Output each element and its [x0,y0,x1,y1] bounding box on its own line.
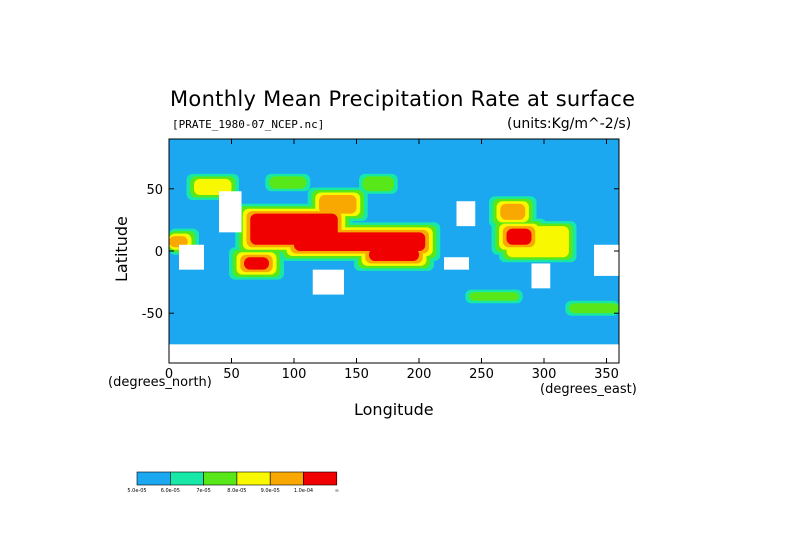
precip-level-2 [469,292,519,301]
no-data-area [312,269,344,295]
colorbar-label: 6.0e-05 [161,488,180,494]
colorbar-swatch [136,471,171,486]
precip-level-2 [269,176,307,189]
y-tick-label: 0 [155,245,163,260]
x-tick-label: 250 [469,367,494,382]
no-data-area [179,244,204,270]
chart-title: Monthly Mean Precipitation Rate at surfa… [170,87,636,111]
colorbar-label: ∞ [335,488,339,494]
no-data-area [456,201,476,227]
x-tick-label: 150 [344,367,369,382]
x-tick-label: 350 [594,367,619,382]
colorbar-swatch [303,471,338,486]
colorbar-label: 7e-05 [196,488,210,494]
x-tick-label: 200 [407,367,432,382]
x-tick-label: 300 [532,367,557,382]
no-data-area [444,257,469,270]
y-tick-label: -50 [142,307,163,322]
x-tick-label: 50 [223,367,240,382]
precip-level-5 [369,248,419,261]
colorbar-label: 8.0e-05 [227,488,246,494]
colorbar-swatch [269,471,304,486]
y-tick-label: 50 [146,183,163,198]
y-axis-units: (degrees_north) [108,375,212,390]
colorbar-swatch [170,471,204,486]
precip-level-5 [244,257,269,270]
colorbar-swatch [203,471,238,486]
colorbar-label: 9.0e-05 [261,488,280,494]
x-tick-label: 100 [282,367,307,382]
x-axis-units: (degrees_east) [540,382,637,397]
precip-level-4 [319,195,357,214]
colorbar-label: 5.0e-05 [127,488,146,494]
no-data-area [531,263,551,289]
precip-level-3 [194,178,232,195]
x-axis-label: Longitude [354,400,434,419]
colorbar-label: 1.0e-04 [294,488,313,494]
precip-level-5 [506,228,532,245]
units-label: (units:Kg/m^-2/s) [507,116,632,132]
precip-level-2 [569,303,619,314]
precip-level-5 [294,232,426,251]
dataset-filename: [PRATE_1980-07_NCEP.nc] [172,118,325,131]
no-data-area [594,244,619,276]
no-data-area [169,344,619,363]
no-data-area [219,191,242,233]
x-tick-label: 0 [165,367,173,382]
precip-level-4 [169,236,188,248]
precip-level-4 [500,203,526,220]
colorbar-swatch [236,471,271,486]
precip-level-2 [362,176,394,192]
